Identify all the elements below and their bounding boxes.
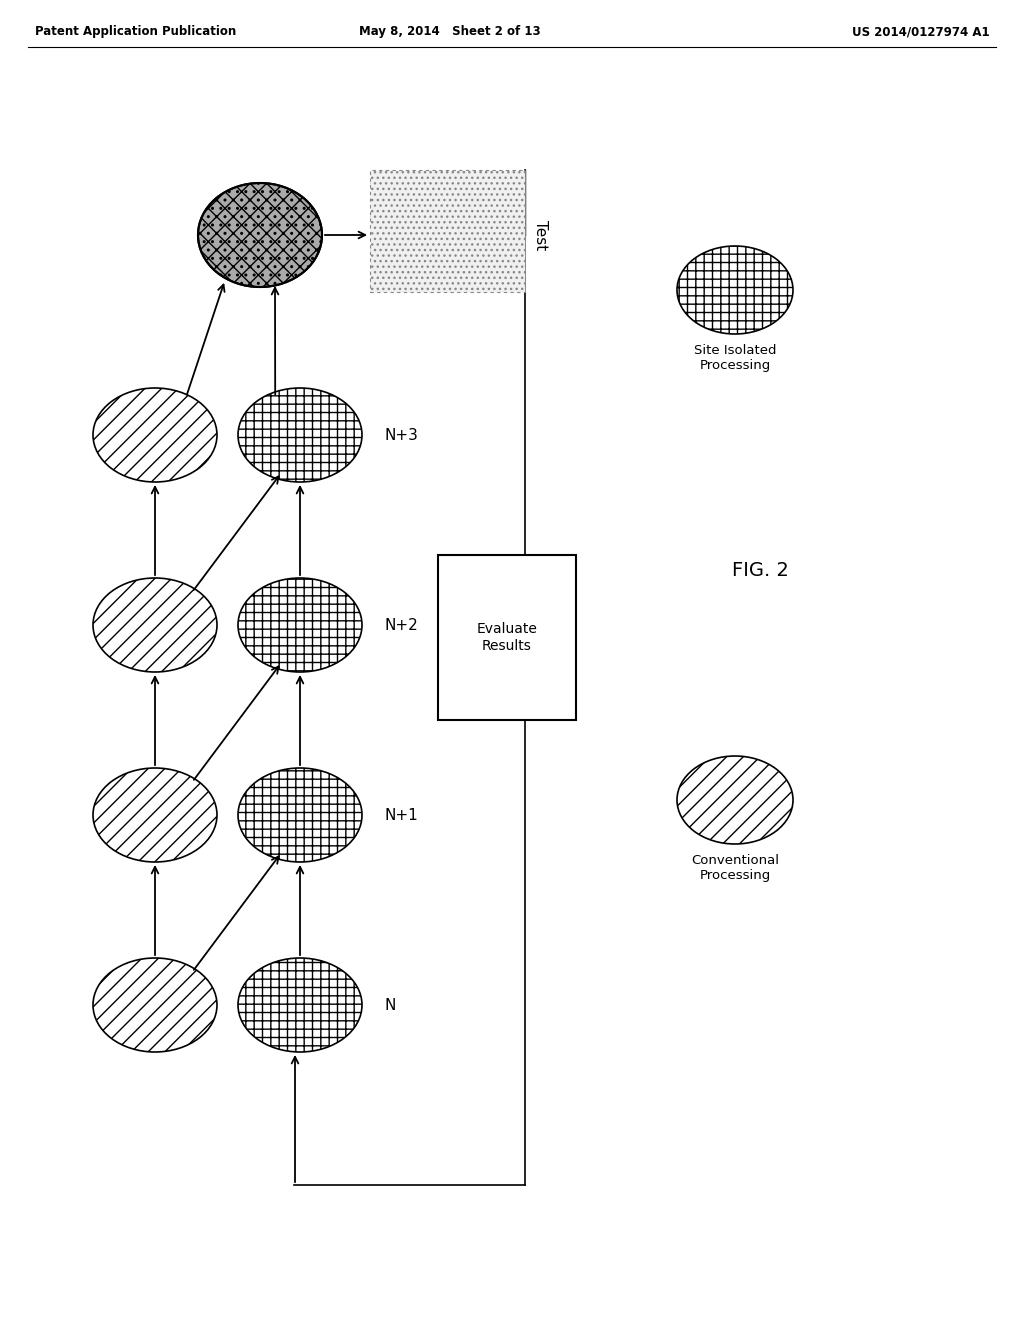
Ellipse shape [93,578,217,672]
Text: N+1: N+1 [385,808,419,822]
Ellipse shape [677,246,793,334]
Text: FIG. 2: FIG. 2 [731,561,788,579]
Text: US 2014/0127974 A1: US 2014/0127974 A1 [852,25,990,38]
Ellipse shape [677,756,793,843]
Bar [438,554,575,719]
Bar [370,170,525,292]
Text: Site Isolated
Processing: Site Isolated Processing [693,345,776,372]
Text: N+2: N+2 [385,618,419,632]
Text: Conventional
Processing: Conventional Processing [691,854,779,882]
Text: N+3: N+3 [385,428,419,442]
Ellipse shape [238,958,362,1052]
Text: N: N [385,998,396,1012]
Text: Test: Test [532,220,548,249]
Text: Patent Application Publication: Patent Application Publication [35,25,237,38]
Text: Evaluate
Results: Evaluate Results [476,623,538,652]
Ellipse shape [238,388,362,482]
Ellipse shape [93,958,217,1052]
Ellipse shape [93,388,217,482]
Ellipse shape [198,183,322,286]
Ellipse shape [238,768,362,862]
Ellipse shape [93,768,217,862]
Ellipse shape [238,578,362,672]
Text: May 8, 2014   Sheet 2 of 13: May 8, 2014 Sheet 2 of 13 [359,25,541,38]
